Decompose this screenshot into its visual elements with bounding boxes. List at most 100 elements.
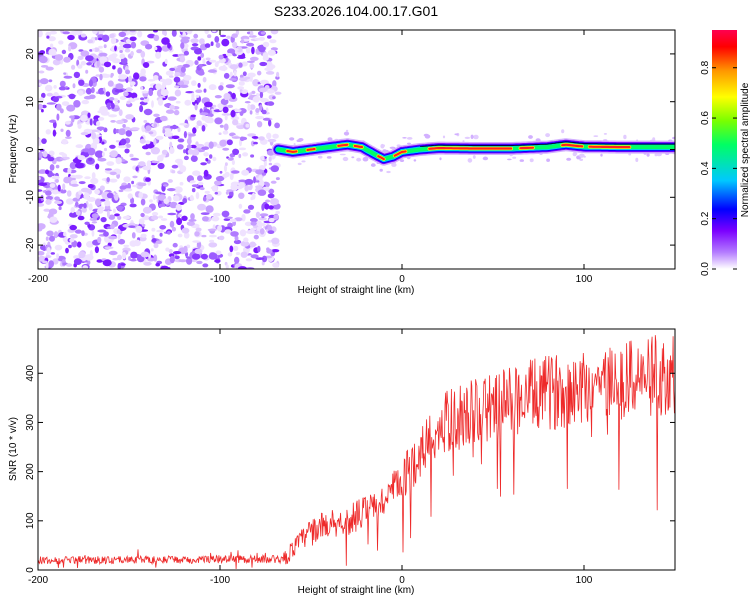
noise-blob bbox=[95, 163, 100, 170]
noise-blob bbox=[150, 147, 160, 155]
noise-blob bbox=[183, 50, 189, 56]
noise-blob bbox=[269, 39, 277, 44]
noise-blob bbox=[249, 62, 255, 69]
noise-blob bbox=[646, 153, 650, 157]
noise-blob bbox=[96, 60, 100, 68]
noise-blob bbox=[222, 106, 229, 114]
noise-blob bbox=[173, 76, 181, 83]
noise-blob bbox=[177, 80, 184, 86]
noise-blob bbox=[98, 45, 103, 49]
ridge-core bbox=[353, 144, 364, 149]
noise-blob bbox=[106, 177, 110, 183]
noise-blob bbox=[98, 52, 108, 57]
noise-blob bbox=[94, 198, 102, 206]
noise-blob bbox=[205, 158, 209, 162]
spectrogram-y-ticks: 20 10 0 -10 -20 bbox=[25, 48, 675, 252]
noise-blob bbox=[519, 159, 524, 162]
noise-blob bbox=[54, 244, 63, 251]
noise-blob bbox=[218, 235, 225, 241]
noise-blob bbox=[103, 44, 107, 49]
noise-blob bbox=[46, 247, 51, 254]
noise-blob bbox=[122, 251, 127, 260]
noise-blob bbox=[176, 144, 184, 150]
noise-blob bbox=[69, 238, 75, 243]
noise-blob bbox=[118, 128, 126, 136]
noise-blob bbox=[272, 262, 279, 268]
noise-blob bbox=[202, 196, 207, 202]
noise-blob bbox=[45, 129, 51, 135]
noise-blob bbox=[75, 162, 84, 169]
noise-blob bbox=[76, 241, 82, 248]
noise-blob bbox=[579, 158, 584, 161]
noise-blob bbox=[106, 74, 111, 78]
spectrogram-x-ticks: -200 -100 0 100 bbox=[28, 30, 593, 285]
noise-blob bbox=[66, 190, 72, 197]
noise-blob bbox=[267, 193, 275, 199]
spectrogram-ridge bbox=[271, 138, 675, 166]
noise-blob bbox=[180, 42, 185, 49]
noise-blob bbox=[140, 50, 146, 58]
noise-blob bbox=[179, 165, 187, 173]
noise-blob bbox=[160, 265, 169, 269]
noise-blob bbox=[237, 86, 245, 90]
noise-blob bbox=[211, 216, 220, 222]
noise-blob bbox=[210, 41, 214, 46]
noise-blob bbox=[132, 184, 138, 188]
noise-blob bbox=[250, 218, 258, 223]
noise-blob bbox=[130, 127, 140, 131]
noise-blob bbox=[50, 252, 55, 255]
noise-blob bbox=[231, 159, 235, 165]
noise-blob bbox=[117, 238, 126, 245]
noise-blob bbox=[157, 162, 165, 170]
colorbar-tick-label: 0.2 bbox=[700, 211, 711, 225]
noise-blob bbox=[99, 185, 105, 191]
noise-blob bbox=[195, 94, 200, 98]
noise-blob bbox=[143, 108, 153, 116]
noise-blob bbox=[174, 186, 183, 193]
noise-blob bbox=[167, 179, 173, 183]
noise-blob bbox=[141, 90, 149, 94]
noise-blob bbox=[243, 209, 251, 214]
noise-blob bbox=[380, 143, 385, 149]
noise-blob bbox=[49, 235, 55, 242]
noise-blob bbox=[225, 191, 229, 195]
noise-blob bbox=[317, 155, 323, 159]
noise-blob bbox=[142, 145, 149, 150]
noise-blob bbox=[127, 193, 133, 199]
noise-blob bbox=[114, 194, 119, 201]
noise-blob bbox=[93, 47, 100, 52]
noise-blob bbox=[48, 260, 54, 268]
noise-blob bbox=[110, 223, 115, 230]
noise-blob bbox=[192, 170, 201, 176]
noise-blob bbox=[161, 149, 168, 155]
noise-blob bbox=[439, 157, 442, 161]
noise-blob bbox=[223, 164, 228, 172]
noise-blob bbox=[672, 136, 675, 140]
noise-blob bbox=[214, 95, 222, 99]
colorbar-ticks: 0.0 0.2 0.4 0.6 0.8 bbox=[700, 60, 737, 276]
colorbar-gradient bbox=[712, 30, 737, 269]
noise-blob bbox=[203, 88, 207, 93]
noise-blob bbox=[94, 150, 104, 158]
noise-blob bbox=[167, 188, 176, 192]
noise-blob bbox=[70, 174, 76, 178]
noise-blob bbox=[545, 133, 550, 138]
noise-blob bbox=[327, 137, 333, 142]
noise-blob bbox=[117, 215, 122, 220]
noise-blob bbox=[255, 185, 263, 189]
noise-blob bbox=[148, 88, 154, 97]
noise-blob bbox=[223, 92, 231, 100]
noise-blob bbox=[189, 195, 194, 201]
noise-blob bbox=[138, 191, 143, 199]
noise-blob bbox=[191, 80, 197, 86]
noise-blob bbox=[107, 80, 114, 87]
noise-blob bbox=[233, 70, 237, 77]
noise-blob bbox=[249, 56, 259, 62]
noise-blob bbox=[129, 258, 137, 262]
noise-blob bbox=[273, 214, 279, 220]
ridge-core bbox=[286, 149, 298, 154]
noise-blob bbox=[424, 134, 431, 139]
y-tick-label: 100 bbox=[25, 512, 36, 529]
ridge-core bbox=[428, 147, 513, 150]
noise-blob bbox=[362, 156, 369, 162]
